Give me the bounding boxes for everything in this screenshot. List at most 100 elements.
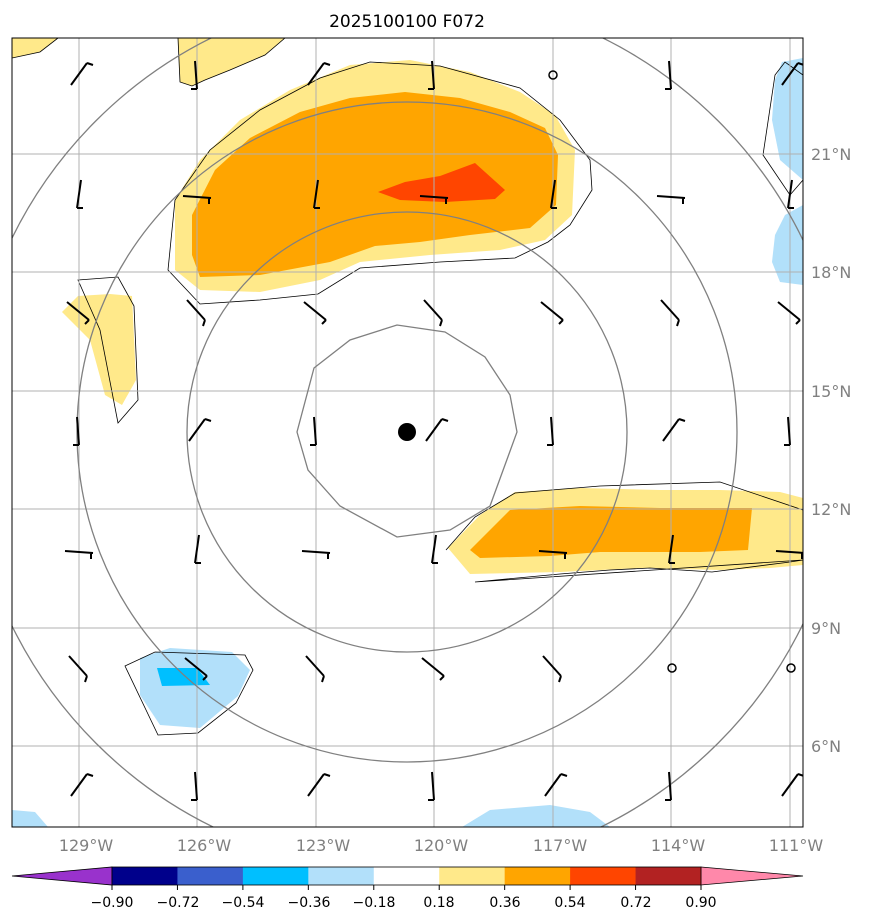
wind-barb	[540, 301, 564, 325]
storm-center-marker	[398, 423, 416, 441]
shade-neg1-bottom-center	[462, 805, 610, 827]
colorbar-tick-label: −0.72	[157, 895, 200, 911]
contour-lines	[12, 38, 803, 736]
calm-marker	[786, 663, 796, 673]
lat-tick-label: 18°N	[811, 263, 851, 282]
colorbar-tick-label: −0.54	[222, 895, 265, 911]
wind-barb	[423, 299, 443, 327]
wind-barb	[784, 416, 791, 446]
shade-pos1-topleft	[12, 38, 58, 58]
colorbar-bin	[635, 867, 702, 885]
wind-barb	[777, 301, 801, 325]
wind-barb	[542, 655, 562, 683]
wind-barb	[421, 657, 445, 681]
wind-barb	[188, 418, 212, 442]
colorbar-tick-label: −0.90	[91, 895, 134, 911]
contour-east-top	[762, 61, 803, 196]
chart-title: 2025100100 F072	[329, 12, 485, 32]
wind-barb	[186, 299, 206, 327]
contour-topleft	[12, 38, 59, 59]
colorbar-bin	[570, 867, 637, 885]
shade-neg1-bottom-left	[12, 810, 48, 827]
wind-barb	[547, 416, 554, 446]
wind-barb	[66, 301, 90, 325]
colorbar-bin	[112, 867, 178, 885]
lon-tick-label: 114°W	[651, 836, 706, 855]
wind-barbs	[64, 60, 803, 801]
wind-barb	[301, 550, 331, 559]
wind-barb	[307, 62, 331, 86]
lon-tick-label: 123°W	[296, 836, 351, 855]
wind-barb	[191, 60, 198, 90]
contour-west	[77, 276, 139, 424]
lat-tick-labels: 21°N 18°N 15°N 12°N 9°N 6°N	[811, 145, 851, 756]
wind-barb	[73, 416, 80, 446]
wind-barb	[428, 60, 435, 90]
wind-barb	[775, 550, 803, 559]
lat-tick-label: 21°N	[811, 145, 851, 164]
lat-tick-label: 12°N	[811, 500, 851, 519]
wind-barb	[656, 195, 686, 204]
colorbar-bin	[242, 867, 309, 885]
range-ring-1	[296, 324, 518, 538]
wind-barb	[665, 771, 672, 801]
colorbar-tick-label: 0.54	[554, 895, 585, 911]
shade-pos2-north	[192, 92, 558, 277]
colorbar-tick-label: −0.18	[353, 895, 396, 911]
wind-barb	[191, 771, 198, 801]
calm-marker	[548, 70, 558, 80]
colorbar: −0.90 −0.72 −0.54 −0.36 −0.18 0.18 0.36 …	[11, 866, 804, 911]
range-ring-2	[186, 211, 628, 653]
colorbar-bin	[373, 867, 440, 885]
colorbar-tick-label: 0.90	[685, 895, 716, 911]
colorbar-tick-label: 0.18	[423, 895, 454, 911]
colorbar-tick-label: 0.72	[620, 895, 651, 911]
colorbar-bin	[177, 867, 244, 885]
lat-tick-label: 15°N	[811, 382, 851, 401]
wind-barb	[310, 416, 317, 446]
contour-east	[445, 481, 803, 583]
wind-barb	[76, 179, 83, 209]
wind-barb	[428, 771, 435, 801]
shade-neg1-east-top	[772, 58, 803, 180]
wind-barb	[425, 418, 449, 442]
wind-barb	[70, 62, 94, 86]
wind-barb	[313, 179, 320, 209]
graticule	[12, 38, 803, 827]
colorbar-bin	[504, 867, 571, 885]
wind-barb	[665, 60, 672, 90]
colorbar-bin	[439, 867, 506, 885]
wind-barb	[660, 299, 680, 327]
wind-barb	[182, 195, 212, 204]
map-area	[12, 38, 803, 827]
wind-barb	[787, 179, 794, 209]
wind-barb	[662, 418, 686, 442]
wind-barb	[64, 550, 94, 559]
wind-barb	[303, 301, 327, 325]
colorbar-bin	[308, 867, 375, 885]
range-rings	[12, 38, 803, 827]
colorbar-tick-label: 0.36	[489, 895, 520, 911]
map-frame	[11, 37, 804, 828]
positive-anomaly-shading	[12, 38, 803, 574]
shade-pos3-north	[378, 163, 505, 202]
lon-tick-label: 129°W	[59, 836, 114, 855]
wind-barb	[70, 773, 94, 797]
contour-north	[167, 61, 593, 305]
wind-barb	[184, 657, 208, 681]
calm-marker	[667, 663, 677, 673]
shade-pos1-topcenter	[178, 38, 285, 86]
lat-tick-label: 9°N	[811, 619, 841, 638]
wind-barb	[307, 773, 331, 797]
wind-barb	[544, 773, 568, 797]
contour-southwest	[124, 651, 254, 736]
colorbar-outline	[111, 866, 702, 886]
wind-barb	[781, 773, 803, 797]
lon-tick-label: 120°W	[414, 836, 469, 855]
wind-barb	[68, 655, 88, 683]
shade-neg1-east-mid	[772, 205, 803, 285]
shade-pos1-west	[62, 294, 136, 405]
contour-topcenter	[177, 38, 286, 87]
wind-barb	[550, 179, 557, 209]
